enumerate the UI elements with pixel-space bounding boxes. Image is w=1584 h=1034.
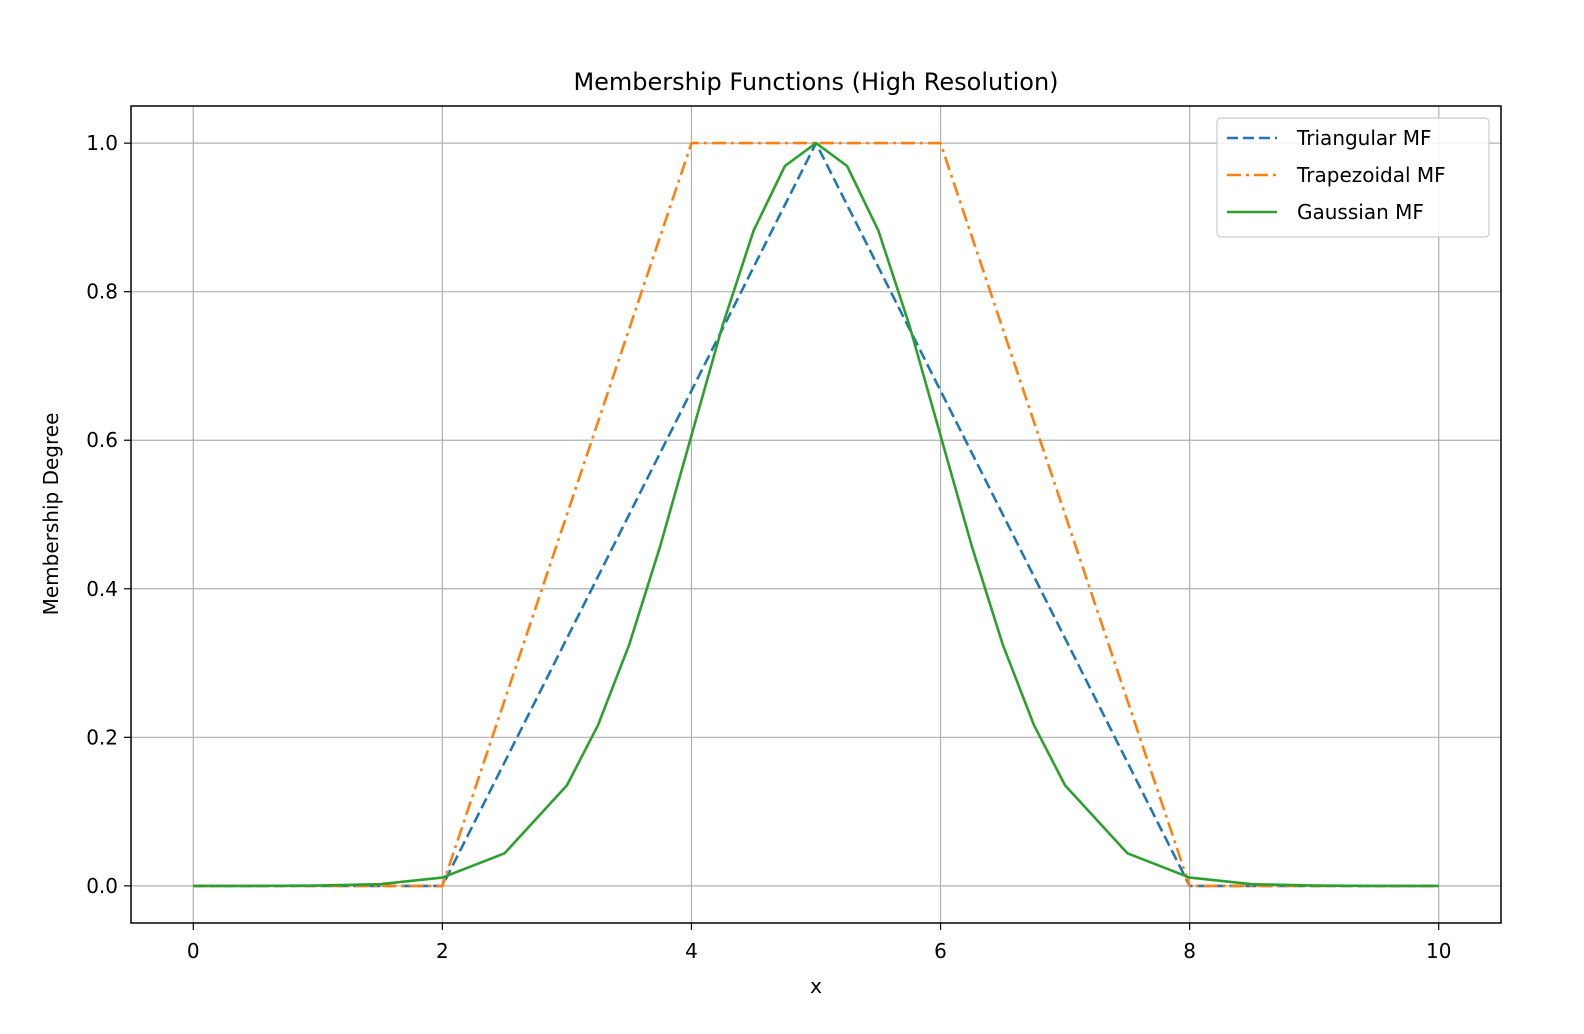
x-axis-label: x bbox=[810, 974, 822, 998]
x-tick-label: 2 bbox=[436, 939, 449, 963]
y-tick-label: 0.8 bbox=[86, 280, 118, 304]
y-tick-label: 1.0 bbox=[86, 131, 118, 155]
x-tick-label: 8 bbox=[1183, 939, 1196, 963]
y-tick-label: 0.6 bbox=[86, 428, 118, 452]
chart-title: Membership Functions (High Resolution) bbox=[573, 68, 1058, 96]
y-tick-label: 0.0 bbox=[86, 874, 118, 898]
legend-box bbox=[1216, 117, 1490, 238]
x-tick-label: 4 bbox=[685, 939, 698, 963]
legend: Triangular MF Trapezoidal MF Gaussian MF bbox=[1216, 117, 1490, 238]
y-axis-label: Membership Degree bbox=[39, 413, 63, 616]
plot-frame bbox=[130, 105, 1502, 924]
legend-label-2: Trapezoidal MF bbox=[1296, 163, 1446, 187]
x-tick-label: 0 bbox=[187, 939, 200, 963]
x-tick-label: 10 bbox=[1426, 939, 1451, 963]
legend-label-3: Gaussian MF bbox=[1297, 200, 1424, 224]
x-tick-label: 6 bbox=[934, 939, 947, 963]
series-line-2 bbox=[193, 141, 1439, 888]
legend-label-1: Triangular MF bbox=[1296, 126, 1432, 150]
y-axis-ticks: 0.0 0.2 0.4 0.6 0.8 1.0 bbox=[86, 131, 131, 898]
series-lines bbox=[193, 141, 1439, 888]
y-tick-label: 0.4 bbox=[86, 577, 118, 601]
x-axis-ticks: 0 2 4 6 8 10 bbox=[187, 923, 1451, 963]
y-tick-label: 0.2 bbox=[86, 725, 118, 749]
series-line-3 bbox=[193, 141, 1439, 888]
